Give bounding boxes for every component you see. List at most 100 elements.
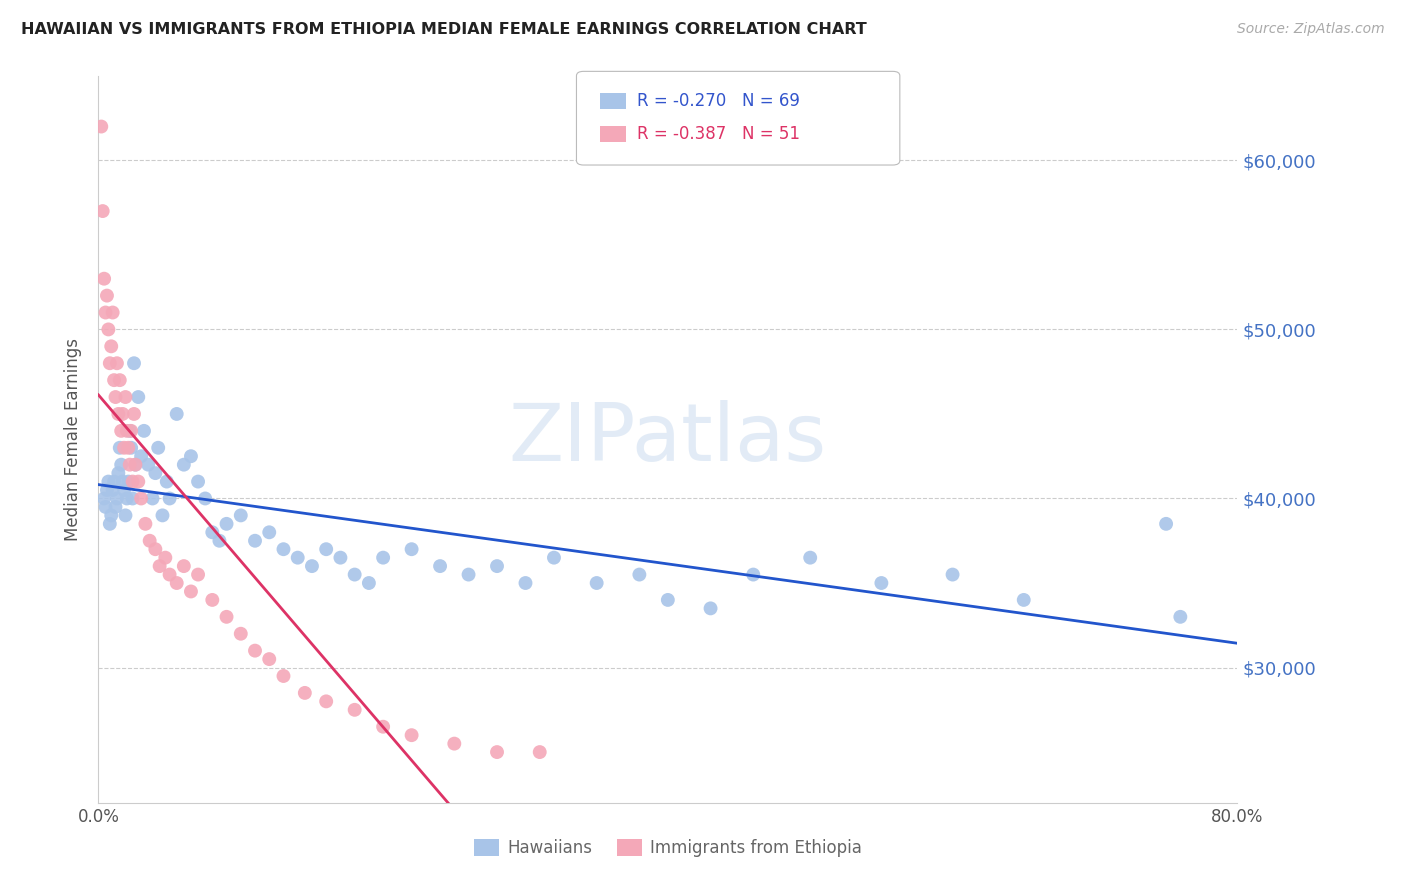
Point (742, 567, 765, 582)
Point (401, 728, 423, 742)
Point (114, 390, 136, 404)
Point (187, 475, 209, 489)
Point (108, 373, 131, 387)
Point (121, 491, 143, 506)
Point (103, 373, 125, 387)
Legend: Hawaiians, Immigrants from Ethiopia: Hawaiians, Immigrants from Ethiopia (467, 832, 869, 863)
Point (166, 407, 188, 421)
Point (443, 737, 465, 751)
Point (159, 567, 181, 582)
Point (94, 500, 117, 514)
Point (699, 601, 721, 615)
Point (145, 542, 167, 557)
Text: R = -0.270   N = 69: R = -0.270 N = 69 (637, 92, 800, 110)
Point (122, 407, 145, 421)
Point (120, 441, 142, 455)
Point (156, 475, 179, 489)
Point (243, 643, 266, 657)
Point (93, 491, 115, 506)
Point (194, 491, 217, 506)
Point (259, 525, 281, 540)
Point (294, 686, 316, 700)
Point (90, 120, 112, 134)
Point (115, 491, 138, 506)
Point (229, 508, 252, 523)
Point (117, 475, 139, 489)
Point (122, 356, 145, 370)
Point (129, 449, 152, 463)
Point (124, 458, 146, 472)
Point (107, 407, 129, 421)
Point (120, 424, 142, 438)
Point (585, 576, 607, 591)
Point (100, 339, 122, 353)
Point (287, 550, 309, 565)
Point (1154, 516, 1177, 531)
Text: HAWAIIAN VS IMMIGRANTS FROM ETHIOPIA MEDIAN FEMALE EARNINGS CORRELATION CHART: HAWAIIAN VS IMMIGRANTS FROM ETHIOPIA MED… (21, 22, 868, 37)
Point (148, 441, 170, 455)
Point (180, 449, 202, 463)
Point (103, 475, 125, 489)
Point (301, 559, 323, 574)
Point (315, 694, 337, 708)
Point (373, 720, 395, 734)
Point (111, 407, 134, 421)
Point (108, 441, 131, 455)
Point (529, 745, 551, 759)
Point (141, 491, 163, 506)
Point (98, 516, 121, 531)
Point (115, 424, 138, 438)
Point (457, 567, 479, 582)
Point (799, 550, 821, 565)
Point (100, 508, 122, 523)
Point (486, 745, 509, 759)
Point (110, 424, 132, 438)
Point (180, 584, 202, 599)
Point (96, 483, 118, 497)
Point (132, 424, 155, 438)
Point (121, 475, 143, 489)
Point (187, 567, 209, 582)
Point (543, 550, 565, 565)
Point (97, 322, 120, 336)
Point (486, 559, 509, 574)
Point (101, 483, 124, 497)
Point (104, 390, 127, 404)
Y-axis label: Median Female Earnings: Median Female Earnings (65, 338, 83, 541)
Point (134, 516, 156, 531)
Point (628, 567, 651, 582)
Point (117, 441, 139, 455)
Point (657, 593, 679, 607)
Point (107, 466, 129, 480)
Point (101, 305, 124, 319)
Point (343, 567, 366, 582)
Point (243, 533, 266, 548)
Point (112, 441, 135, 455)
Point (97, 475, 120, 489)
Point (208, 533, 231, 548)
Point (129, 491, 152, 506)
Point (136, 458, 159, 472)
Text: Source: ZipAtlas.com: Source: ZipAtlas.com (1237, 22, 1385, 37)
Point (373, 550, 395, 565)
Point (515, 576, 537, 591)
Point (127, 390, 149, 404)
Point (105, 356, 128, 370)
Point (401, 542, 423, 557)
Point (149, 559, 172, 574)
Point (104, 500, 127, 514)
Point (118, 458, 141, 472)
Point (1012, 593, 1035, 607)
Point (329, 550, 352, 565)
Text: R = -0.387   N = 51: R = -0.387 N = 51 (637, 125, 800, 143)
Point (201, 525, 224, 540)
Point (315, 542, 337, 557)
Point (114, 508, 136, 523)
Point (111, 475, 134, 489)
Point (942, 567, 965, 582)
Point (96, 288, 118, 302)
Point (273, 542, 295, 557)
Point (343, 703, 366, 717)
Point (1170, 610, 1192, 624)
Point (110, 458, 132, 472)
